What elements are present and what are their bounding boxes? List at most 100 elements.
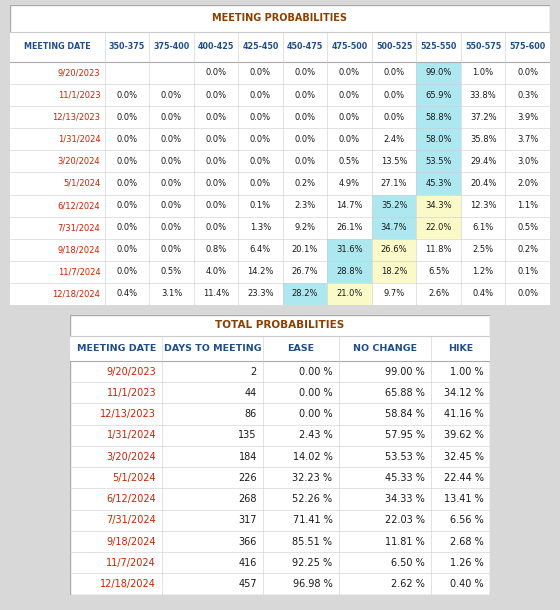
Text: 9/20/2023: 9/20/2023	[58, 68, 100, 77]
Text: 0.5%: 0.5%	[161, 267, 182, 276]
Text: 2.6%: 2.6%	[428, 290, 449, 298]
Text: 0.00 %: 0.00 %	[299, 388, 333, 398]
Text: 0.0%: 0.0%	[206, 68, 226, 77]
FancyBboxPatch shape	[149, 150, 194, 173]
FancyBboxPatch shape	[10, 5, 550, 305]
Text: 575-600: 575-600	[510, 43, 546, 51]
FancyBboxPatch shape	[416, 283, 461, 305]
Text: 1.1%: 1.1%	[517, 201, 538, 210]
Text: 26.6%: 26.6%	[381, 245, 407, 254]
FancyBboxPatch shape	[505, 106, 550, 128]
Text: 0.1%: 0.1%	[250, 201, 271, 210]
FancyBboxPatch shape	[70, 315, 490, 595]
Text: 12.3%: 12.3%	[470, 201, 496, 210]
FancyBboxPatch shape	[372, 239, 416, 261]
FancyBboxPatch shape	[372, 261, 416, 283]
Text: 0.0%: 0.0%	[250, 90, 271, 99]
FancyBboxPatch shape	[505, 128, 550, 150]
FancyBboxPatch shape	[416, 239, 461, 261]
Text: 2.62 %: 2.62 %	[391, 579, 425, 589]
Text: 6.50 %: 6.50 %	[391, 558, 425, 568]
FancyBboxPatch shape	[327, 106, 372, 128]
FancyBboxPatch shape	[505, 173, 550, 195]
FancyBboxPatch shape	[194, 62, 238, 84]
Text: 4.0%: 4.0%	[206, 267, 226, 276]
FancyBboxPatch shape	[105, 173, 149, 195]
Text: 317: 317	[239, 515, 257, 525]
Text: 0.0%: 0.0%	[116, 90, 137, 99]
Text: 32.23 %: 32.23 %	[292, 473, 333, 483]
Text: 11.8%: 11.8%	[426, 245, 452, 254]
Text: 11/7/2024: 11/7/2024	[58, 267, 100, 276]
Text: 85.51 %: 85.51 %	[292, 537, 333, 547]
Text: 45.3%: 45.3%	[426, 179, 452, 188]
Text: 0.0%: 0.0%	[339, 90, 360, 99]
FancyBboxPatch shape	[461, 261, 505, 283]
FancyBboxPatch shape	[505, 261, 550, 283]
FancyBboxPatch shape	[10, 128, 105, 150]
FancyBboxPatch shape	[238, 283, 283, 305]
FancyBboxPatch shape	[461, 239, 505, 261]
FancyBboxPatch shape	[327, 62, 372, 84]
Text: 1.3%: 1.3%	[250, 223, 271, 232]
Text: 35.8%: 35.8%	[470, 135, 496, 144]
Text: 0.5%: 0.5%	[517, 223, 538, 232]
Text: 0.0%: 0.0%	[250, 179, 271, 188]
FancyBboxPatch shape	[194, 106, 238, 128]
Text: NO CHANGE: NO CHANGE	[353, 344, 417, 353]
Text: 2.5%: 2.5%	[473, 245, 494, 254]
FancyBboxPatch shape	[149, 261, 194, 283]
Text: 11/7/2024: 11/7/2024	[106, 558, 156, 568]
Text: 3.0%: 3.0%	[517, 157, 538, 166]
FancyBboxPatch shape	[194, 283, 238, 305]
FancyBboxPatch shape	[372, 283, 416, 305]
FancyBboxPatch shape	[194, 261, 238, 283]
Text: 0.0%: 0.0%	[250, 68, 271, 77]
Text: 9/18/2024: 9/18/2024	[106, 537, 156, 547]
FancyBboxPatch shape	[372, 195, 416, 217]
Text: 0.0%: 0.0%	[206, 201, 226, 210]
FancyBboxPatch shape	[461, 106, 505, 128]
Text: 21.0%: 21.0%	[337, 290, 363, 298]
FancyBboxPatch shape	[283, 283, 327, 305]
Text: 184: 184	[239, 451, 257, 462]
FancyBboxPatch shape	[283, 128, 327, 150]
Text: 32.45 %: 32.45 %	[444, 451, 484, 462]
FancyBboxPatch shape	[149, 195, 194, 217]
FancyBboxPatch shape	[149, 173, 194, 195]
FancyBboxPatch shape	[416, 62, 461, 84]
Text: 0.0%: 0.0%	[384, 68, 405, 77]
Text: 45.33 %: 45.33 %	[385, 473, 425, 483]
Text: 23.3%: 23.3%	[247, 290, 274, 298]
Text: 0.0%: 0.0%	[116, 223, 137, 232]
Text: 12/18/2024: 12/18/2024	[53, 290, 100, 298]
FancyBboxPatch shape	[105, 261, 149, 283]
Text: 0.0%: 0.0%	[206, 113, 226, 121]
FancyBboxPatch shape	[10, 32, 550, 62]
Text: 99.00 %: 99.00 %	[385, 367, 425, 376]
FancyBboxPatch shape	[327, 261, 372, 283]
Text: 375-400: 375-400	[153, 43, 189, 51]
Text: 12/18/2024: 12/18/2024	[100, 579, 156, 589]
Text: 0.0%: 0.0%	[295, 157, 316, 166]
FancyBboxPatch shape	[372, 84, 416, 106]
Text: 11.81 %: 11.81 %	[385, 537, 425, 547]
FancyBboxPatch shape	[105, 195, 149, 217]
FancyBboxPatch shape	[194, 217, 238, 239]
Text: 6/12/2024: 6/12/2024	[58, 201, 100, 210]
FancyBboxPatch shape	[461, 128, 505, 150]
FancyBboxPatch shape	[372, 173, 416, 195]
FancyBboxPatch shape	[10, 217, 105, 239]
Text: 22.0%: 22.0%	[426, 223, 452, 232]
Text: 0.0%: 0.0%	[295, 135, 316, 144]
FancyBboxPatch shape	[461, 84, 505, 106]
Text: 12/13/2023: 12/13/2023	[100, 409, 156, 419]
Text: MEETING DATE: MEETING DATE	[24, 43, 91, 51]
Text: 99.0%: 99.0%	[426, 68, 452, 77]
Text: 0.0%: 0.0%	[206, 179, 226, 188]
FancyBboxPatch shape	[238, 173, 283, 195]
Text: 1.26 %: 1.26 %	[450, 558, 484, 568]
Text: 9/20/2023: 9/20/2023	[106, 367, 156, 376]
Text: 13.5%: 13.5%	[381, 157, 407, 166]
FancyBboxPatch shape	[149, 84, 194, 106]
